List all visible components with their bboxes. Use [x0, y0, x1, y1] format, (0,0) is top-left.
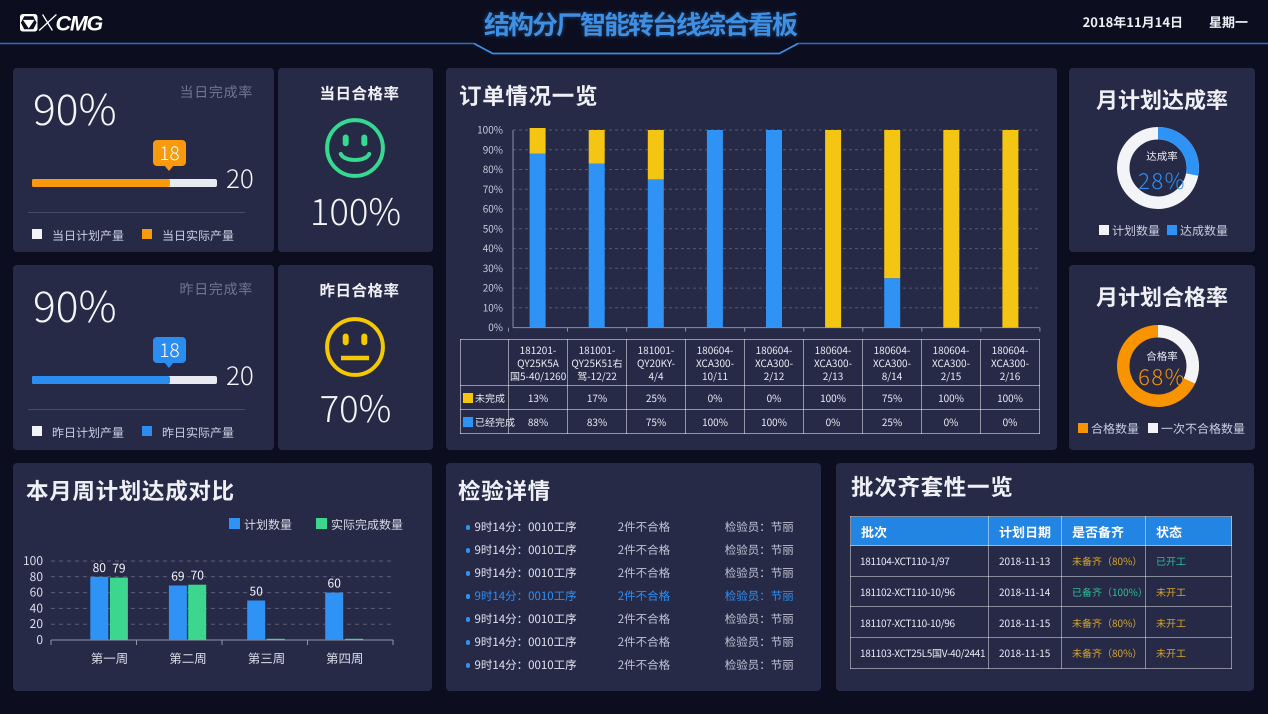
- svg-text:30%: 30%: [483, 260, 503, 275]
- svg-text:60: 60: [328, 575, 342, 592]
- svg-text:40%: 40%: [483, 240, 503, 255]
- svg-text:40: 40: [30, 599, 44, 616]
- svg-text:第二周: 第二周: [169, 648, 207, 667]
- svg-text:60: 60: [30, 584, 44, 601]
- svg-text:0: 0: [36, 631, 43, 648]
- svg-text:20%: 20%: [483, 280, 503, 295]
- svg-text:90%: 90%: [483, 141, 503, 156]
- svg-text:80: 80: [30, 568, 44, 585]
- svg-text:80%: 80%: [483, 161, 503, 176]
- svg-text:79: 79: [112, 560, 125, 577]
- svg-text:70%: 70%: [483, 181, 503, 196]
- svg-text:CMG: CMG: [56, 12, 104, 34]
- svg-text:69: 69: [171, 568, 184, 585]
- svg-text:第一周: 第一周: [91, 648, 129, 667]
- svg-text:100%: 100%: [477, 122, 503, 137]
- svg-text:第四周: 第四周: [326, 648, 364, 667]
- svg-text:20: 20: [30, 615, 44, 632]
- svg-text:60%: 60%: [483, 201, 503, 216]
- svg-text:80: 80: [93, 559, 107, 576]
- svg-text:100: 100: [23, 552, 43, 569]
- svg-text:10%: 10%: [483, 299, 503, 314]
- svg-text:50: 50: [250, 583, 264, 600]
- svg-text:50%: 50%: [483, 220, 503, 235]
- svg-text:70: 70: [191, 567, 205, 584]
- svg-text:0%: 0%: [488, 319, 503, 334]
- svg-text:第三周: 第三周: [248, 648, 286, 667]
